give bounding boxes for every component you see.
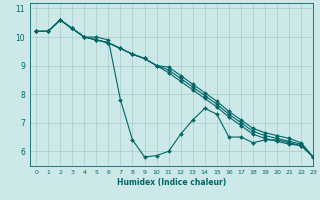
X-axis label: Humidex (Indice chaleur): Humidex (Indice chaleur)	[117, 178, 226, 187]
